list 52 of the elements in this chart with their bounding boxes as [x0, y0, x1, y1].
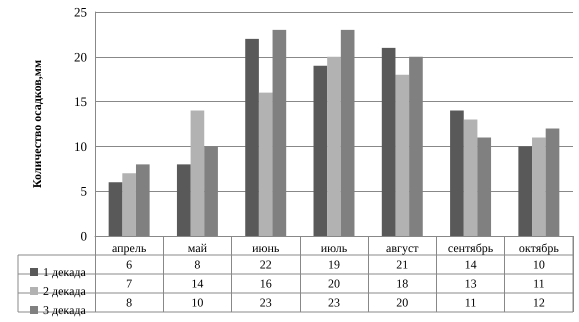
bar — [245, 38, 259, 236]
data-label: 18 — [396, 276, 408, 290]
data-label: 12 — [532, 296, 545, 310]
bar — [450, 110, 464, 236]
y-tick-label: 5 — [80, 184, 87, 199]
data-label: 22 — [260, 258, 272, 272]
bar — [518, 146, 532, 236]
x-tick-label: апрель — [112, 241, 147, 255]
bar — [314, 66, 328, 236]
bar — [190, 110, 204, 236]
bar — [464, 120, 478, 236]
data-label: 11 — [464, 296, 476, 310]
y-axis-title: Количество осадков,мм — [30, 60, 44, 188]
data-label: 10 — [191, 296, 204, 310]
x-tick-label: август — [386, 241, 420, 255]
bar — [258, 92, 273, 236]
data-label: 21 — [396, 258, 408, 272]
bar — [382, 48, 396, 236]
data-label: 20 — [396, 296, 408, 310]
y-tick-label: 25 — [74, 4, 87, 20]
y-tick-label: 0 — [80, 228, 87, 244]
bar — [395, 74, 410, 236]
data-label: 8 — [126, 296, 132, 310]
data-label: 23 — [328, 296, 340, 310]
x-tick-label: июль — [320, 241, 348, 255]
data-label: 11 — [533, 276, 545, 290]
y-tick-label: 20 — [74, 49, 87, 64]
bar — [327, 56, 341, 236]
data-label: 13 — [464, 276, 477, 290]
data-label: 14 — [191, 276, 204, 290]
data-label: 14 — [464, 258, 477, 272]
bar — [122, 173, 136, 236]
x-tick-label: июнь — [252, 241, 280, 255]
bar — [176, 164, 191, 236]
bar — [108, 182, 122, 236]
data-label: 8 — [194, 258, 200, 272]
x-tick-label: сентябрь — [448, 241, 494, 255]
legend-label: 2 декада — [43, 284, 87, 298]
data-label: 19 — [328, 258, 340, 272]
data-label: 20 — [328, 276, 340, 290]
data-label: 6 — [126, 258, 132, 272]
legend-label: 3 декада — [43, 303, 87, 317]
y-tick-label: 15 — [74, 94, 87, 110]
y-tick-label: 10 — [74, 138, 87, 154]
data-label: 16 — [260, 276, 272, 290]
data-label: 7 — [126, 276, 132, 290]
legend-label: 1 декада — [43, 265, 87, 279]
bar — [532, 137, 546, 236]
data-label: 23 — [260, 296, 272, 310]
data-label: 10 — [532, 258, 545, 272]
x-tick-label: октябрь — [518, 241, 560, 255]
x-tick-label: май — [188, 241, 208, 255]
